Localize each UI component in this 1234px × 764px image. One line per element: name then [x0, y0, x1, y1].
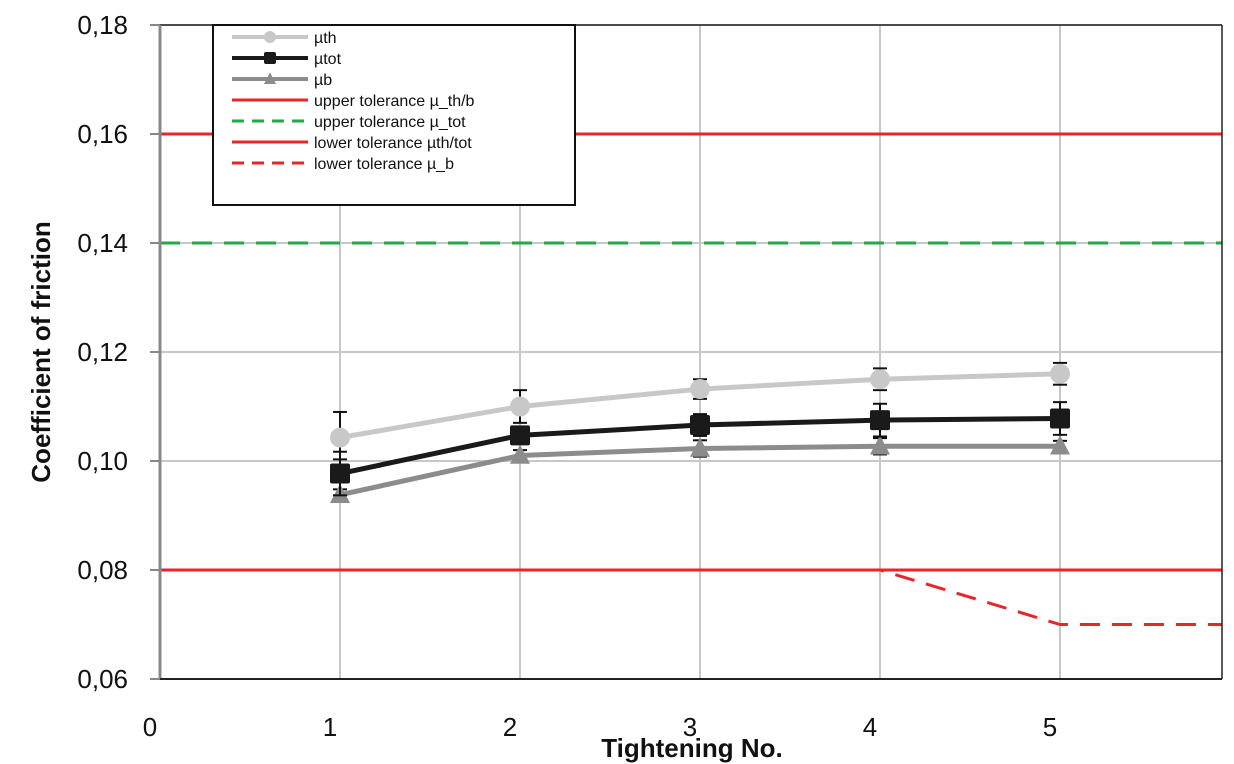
- data-point-mu-tot: [330, 463, 350, 484]
- data-point-mu-tot: [870, 410, 890, 431]
- data-point-mu-th: [510, 396, 530, 417]
- y-tick-label: 0,10: [77, 446, 128, 476]
- data-point-mu-th: [1050, 363, 1070, 384]
- y-tick-label: 0,18: [77, 10, 128, 40]
- data-point-mu-tot: [510, 425, 530, 446]
- x-tick-label: 4: [863, 712, 877, 742]
- y-tick-label: 0,12: [77, 337, 128, 367]
- data-point-mu-b: [870, 435, 890, 455]
- data-point-mu-b: [510, 444, 530, 464]
- legend-label: µb: [314, 72, 332, 89]
- legend-label: upper tolerance µ_tot: [314, 114, 466, 131]
- data-point-mu-tot: [1050, 408, 1070, 429]
- legend-marker: [264, 52, 276, 64]
- series-layer: [160, 132, 1222, 626]
- data-point-mu-tot: [690, 415, 710, 436]
- x-tick-label: 1: [323, 712, 337, 742]
- y-axis-title: Coefficient of friction: [26, 221, 56, 482]
- legend-label: lower tolerance µ_b: [314, 156, 454, 173]
- legend-label: lower tolerance µth/tot: [314, 135, 472, 152]
- legend-label: µtot: [314, 51, 342, 68]
- data-point-mu-b: [690, 437, 710, 457]
- y-tick-label: 0,08: [77, 555, 128, 585]
- x-tick-label: 2: [503, 712, 517, 742]
- axes: [150, 24, 1223, 680]
- legend-marker: [264, 31, 276, 43]
- y-tick-label: 0,16: [77, 119, 128, 149]
- y-tick-label: 0,06: [77, 664, 128, 694]
- series-line-lower-tolerance-b: [160, 568, 1222, 626]
- legend-marker: [264, 72, 276, 84]
- x-axis-title: Tightening No.: [601, 733, 783, 763]
- x-tick-label: 5: [1043, 712, 1057, 742]
- data-point-mu-th: [870, 369, 890, 390]
- tick-labels: 0,06 0,08 0,10 0,12 0,14 0,16 0,18 0 1 2 3 4 5: [77, 10, 1057, 742]
- x-tick-label: 3: [683, 712, 697, 742]
- data-point-mu-th: [690, 379, 710, 400]
- legend-label: µth: [314, 30, 337, 47]
- data-point-mu-b: [1050, 435, 1070, 455]
- x-tick-label: 0: [143, 712, 157, 742]
- data-point-mu-th: [330, 427, 350, 448]
- y-tick-label: 0,14: [77, 228, 128, 258]
- legend-label: upper tolerance µ_th/b: [314, 93, 475, 110]
